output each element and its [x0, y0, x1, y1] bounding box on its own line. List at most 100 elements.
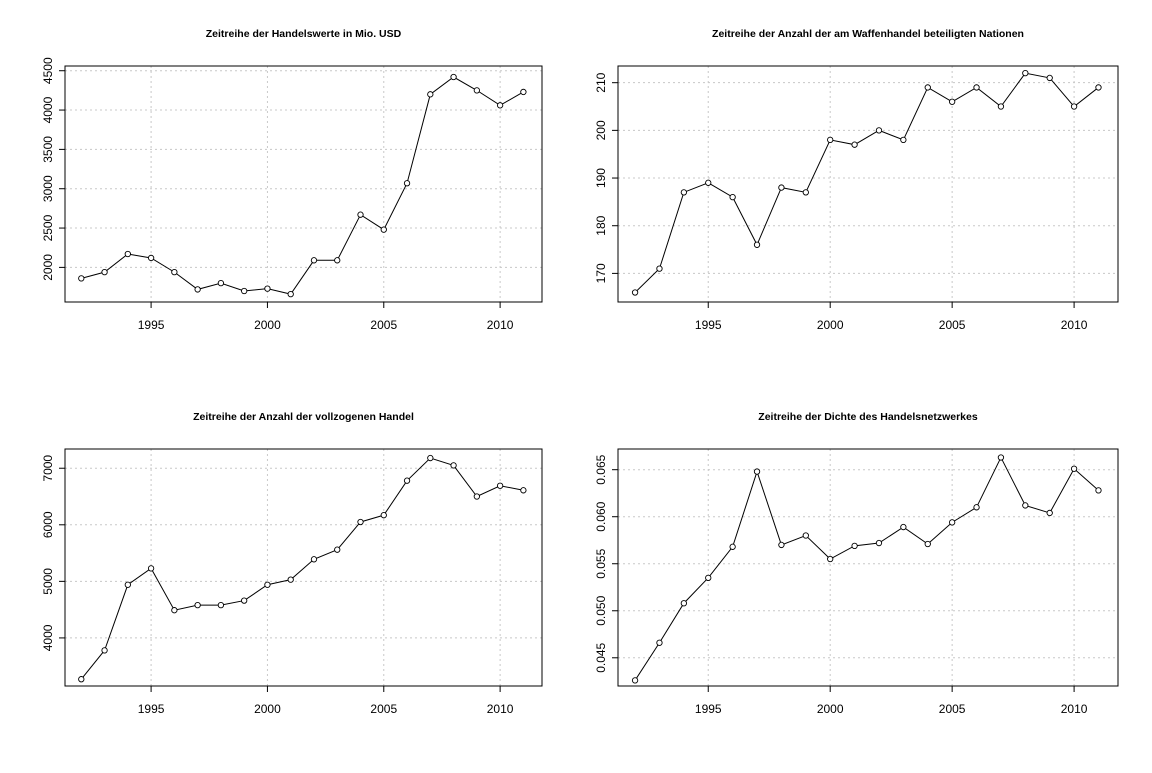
- data-point: [403, 180, 411, 187]
- data-point: [802, 532, 809, 539]
- plot-frame: [64, 448, 543, 687]
- plot-frame: [617, 65, 1119, 303]
- data-point: [473, 87, 480, 94]
- y-tick-label: 0.055: [594, 548, 608, 578]
- chart-panel-2: Zeitreihe der Anzahl der am Waffenhandel…: [594, 28, 1119, 332]
- data-point: [1070, 103, 1078, 110]
- data-point: [310, 257, 318, 264]
- data-point: [287, 290, 294, 298]
- data-point: [403, 477, 411, 484]
- data-point: [473, 493, 480, 500]
- data-point: [171, 268, 178, 276]
- data-point: [147, 565, 155, 572]
- data-point: [973, 504, 980, 511]
- data-point: [194, 286, 201, 293]
- x-tick-label: 1995: [138, 702, 165, 716]
- data-point: [101, 268, 108, 276]
- data-point: [973, 84, 980, 91]
- x-tick-label: 2000: [817, 702, 844, 716]
- y-tick-label: 7000: [41, 455, 55, 482]
- y-tick-label: 0.045: [594, 642, 608, 672]
- x-tick-label: 2010: [1061, 318, 1088, 332]
- data-point: [827, 555, 834, 563]
- data-point: [827, 136, 834, 144]
- chart-panel-1: Zeitreihe der Handelswerte in Mio. USD 19…: [41, 28, 543, 332]
- data-point: [1070, 465, 1078, 472]
- data-point: [778, 541, 785, 549]
- series-line: [80, 457, 524, 680]
- series-line: [81, 76, 524, 295]
- data-point: [851, 141, 858, 148]
- data-point: [948, 98, 956, 105]
- data-point: [520, 487, 527, 494]
- data-point: [334, 257, 341, 264]
- x-tick-label: 2010: [487, 318, 514, 332]
- y-tick-label: 6000: [41, 511, 55, 538]
- data-point: [900, 523, 907, 531]
- y-tick-label: 3500: [41, 136, 55, 163]
- x-tick-label: 2010: [1061, 702, 1088, 716]
- data-point: [1022, 502, 1029, 509]
- x-tick-label: 2000: [254, 318, 281, 332]
- y-tick-label: 5000: [41, 568, 55, 595]
- data-point: [380, 512, 387, 519]
- y-tick-label: 0.060: [594, 501, 608, 531]
- y-tick-label: 180: [594, 215, 608, 235]
- y-tick-label: 210: [594, 72, 608, 92]
- chart-title: Zeitreihe der Dichte des Handelsnetzwerk…: [758, 411, 978, 423]
- data-point: [900, 136, 907, 144]
- y-tick-label: 4000: [41, 624, 55, 651]
- data-point: [357, 211, 364, 218]
- data-point: [656, 639, 663, 646]
- data-point: [1046, 74, 1053, 82]
- data-point: [450, 462, 457, 469]
- x-tick-label: 1995: [695, 702, 722, 716]
- data-point: [124, 581, 131, 588]
- y-tick-label: 2500: [41, 214, 55, 241]
- data-point: [264, 581, 271, 588]
- data-point: [778, 184, 785, 191]
- series-line: [634, 72, 1099, 293]
- y-tick-label: 190: [594, 168, 608, 188]
- x-tick-label: 2005: [939, 702, 966, 716]
- data-point: [264, 285, 271, 292]
- x-tick-label: 2000: [817, 318, 844, 332]
- data-point: [948, 519, 956, 526]
- data-point: [78, 275, 85, 282]
- data-point: [851, 542, 858, 550]
- data-point: [705, 179, 712, 186]
- data-point: [496, 102, 504, 109]
- data-point: [496, 482, 504, 489]
- data-point: [194, 601, 201, 609]
- data-point: [124, 250, 131, 258]
- x-tick-label: 2000: [254, 702, 281, 716]
- x-tick-label: 1995: [695, 318, 722, 332]
- plot-frame: [617, 448, 1119, 687]
- data-point: [680, 189, 688, 196]
- x-tick-label: 2005: [370, 702, 397, 716]
- data-point: [520, 88, 527, 96]
- x-tick-label: 1995: [138, 318, 165, 332]
- data-point: [380, 226, 387, 233]
- y-tick-label: 2000: [41, 254, 55, 281]
- data-point: [357, 518, 364, 526]
- data-point: [1022, 70, 1029, 77]
- data-point: [729, 193, 736, 201]
- chart-panel-3: Zeitreihe der Anzahl der vollzogenen Han…: [41, 411, 543, 716]
- data-point: [427, 454, 434, 462]
- data-point: [241, 597, 248, 604]
- series-line: [634, 456, 1099, 681]
- x-tick-label: 2010: [487, 702, 514, 716]
- data-point: [147, 254, 155, 262]
- data-point: [287, 576, 294, 583]
- y-tick-label: 200: [594, 120, 608, 140]
- data-point: [101, 647, 108, 654]
- data-point: [997, 454, 1005, 461]
- data-point: [310, 556, 318, 563]
- y-tick-label: 3000: [41, 175, 55, 202]
- data-point: [1095, 84, 1102, 91]
- x-tick-label: 2005: [370, 318, 397, 332]
- data-point: [334, 546, 341, 553]
- data-point: [875, 127, 883, 134]
